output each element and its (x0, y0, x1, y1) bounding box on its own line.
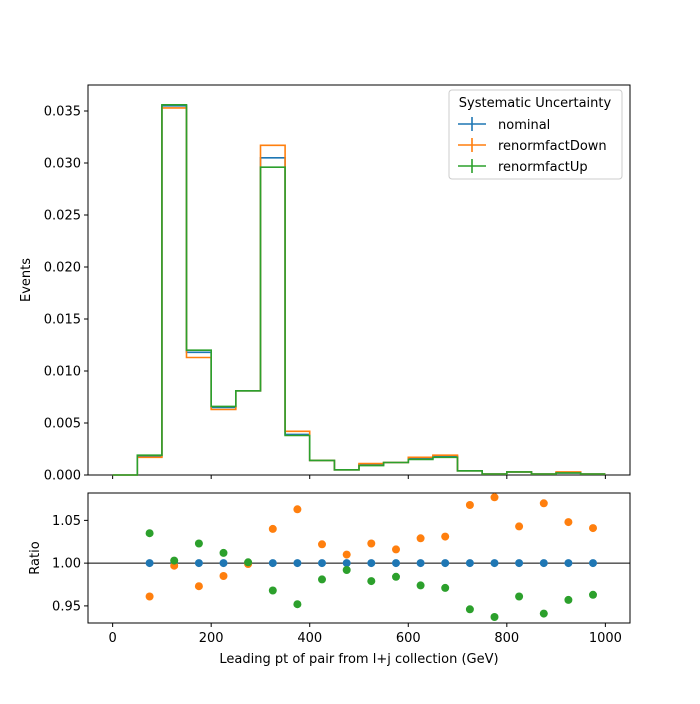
ratio-x-tick-label: 400 (297, 631, 322, 646)
ratio-x-tick-label: 600 (396, 631, 421, 646)
ratio-point-nominal (441, 559, 450, 568)
histogram-series (112, 104, 606, 476)
ratio-y-tick-label: 0.95 (52, 599, 81, 614)
ratio-point-nominal (367, 559, 376, 568)
legend-entries: nominal renormfactDown renormfactUp (458, 117, 607, 175)
ratio-point-renormfactUp (416, 581, 425, 590)
ratio-point-nominal (564, 559, 573, 568)
ratio-point-nominal (539, 559, 548, 568)
ratio-point-renormfactDown (219, 572, 228, 580)
legend-title: Systematic Uncertainty (459, 96, 612, 111)
ratio-point-nominal (515, 559, 524, 568)
ratio-point-renormfactDown (539, 499, 548, 508)
ratio-point-nominal (145, 559, 154, 568)
ratio-point-nominal (318, 559, 326, 568)
ratio-point-renormfactUp (392, 572, 400, 581)
ratio-x-tick-label: 800 (494, 631, 519, 646)
ratio-point-renormfactUp (219, 548, 228, 557)
ratio-point-renormfactDown (367, 539, 376, 548)
ratio-point-nominal (416, 559, 425, 568)
histogram-y-tick-label: 0.030 (44, 157, 81, 172)
ratio-point-nominal (219, 559, 228, 568)
ratio-point-renormfactDown (194, 582, 203, 591)
ratio-x-tick-label: 200 (199, 631, 224, 646)
ratio-panel: 0.95 1.00 1.05 0 200 400 600 800 1000 Ratio Lea… (28, 492, 631, 667)
ratio-point-renormfactUp (589, 590, 597, 599)
histogram-y-tick-label: 0.035 (44, 105, 81, 120)
ratio-point-renormfactDown (589, 524, 597, 533)
ratio-x-tick-label: 1000 (589, 631, 622, 646)
ratio-point-renormfactUp (170, 556, 179, 565)
ratio-point-renormfactUp (465, 605, 474, 614)
ratio-point-renormfactDown (515, 522, 524, 531)
legend: Systematic Uncertainty nominal renormfact… (448, 89, 623, 180)
histogram-y-tick-label: 0.005 (44, 417, 81, 432)
ratio-point-renormfactUp (293, 600, 302, 609)
ratio-point-renormfactDown (268, 524, 277, 533)
ratio-point-nominal (268, 559, 277, 568)
ratio-point-renormfactDown (342, 550, 351, 559)
legend-label-nominal: nominal (498, 118, 550, 133)
histogram-y-ticks: 0.000 0.005 0.010 0.015 0.020 0.025 0.030 0.035 (44, 105, 88, 484)
histogram-line-renormfactUp (112, 104, 606, 476)
ratio-point-renormfactDown (416, 534, 425, 543)
ratio-point-renormfactUp (515, 592, 524, 601)
histogram-x-ticks (112, 475, 606, 479)
histogram-y-tick-label: 0.015 (44, 313, 81, 328)
ratio-point-renormfactDown (392, 545, 400, 554)
ratio-point-nominal (342, 559, 351, 568)
ratio-point-nominal (490, 559, 499, 568)
ratio-point-renormfactUp (490, 613, 499, 621)
ratio-point-renormfactDown (564, 518, 573, 527)
ratio-plot-area (87, 492, 631, 624)
ratio-x-axis-label: Leading pt of pair from l+j collection (… (219, 652, 498, 667)
ratio-y-tick-label: 1.00 (52, 557, 81, 572)
ratio-point-renormfactUp (145, 529, 154, 538)
ratio-point-renormfactUp (441, 583, 450, 592)
histogram-y-tick-label: 0.000 (44, 469, 81, 484)
ratio-point-renormfactUp (539, 609, 548, 618)
histogram-y-tick-label: 0.010 (44, 365, 81, 380)
ratio-point-renormfactUp (564, 595, 573, 604)
ratio-point-renormfactUp (194, 539, 203, 548)
ratio-y-axis-label: Ratio (28, 541, 43, 574)
ratio-point-nominal (392, 559, 400, 568)
legend-box (448, 89, 623, 180)
histogram-y-axis-label: Events (19, 258, 34, 302)
ratio-point-renormfactUp (268, 586, 277, 595)
ratio-y-tick-label: 1.05 (52, 514, 81, 529)
ratio-point-renormfactDown (145, 592, 154, 601)
legend-label-renormfactUp: renormfactUp (498, 160, 588, 175)
ratio-point-renormfactUp (244, 558, 253, 567)
legend-label-renormfactDown: renormfactDown (498, 139, 607, 154)
ratio-point-renormfactDown (318, 540, 326, 549)
ratio-point-renormfactUp (318, 575, 326, 584)
ratio-point-renormfactUp (342, 566, 351, 574)
ratio-point-nominal (194, 559, 203, 568)
ratio-y-ticks: 0.95 1.00 1.05 (52, 514, 88, 614)
ratio-series (145, 493, 597, 621)
ratio-point-renormfactUp (367, 577, 376, 586)
histogram-y-tick-label: 0.025 (44, 209, 81, 224)
histogram-y-tick-label: 0.020 (44, 261, 81, 276)
ratio-point-renormfactDown (490, 493, 499, 502)
ratio-point-renormfactDown (293, 505, 302, 514)
ratio-x-ticks: 0 200 400 600 800 1000 (108, 623, 622, 646)
ratio-point-renormfactDown (465, 501, 474, 509)
ratio-point-renormfactDown (441, 532, 450, 541)
ratio-point-nominal (589, 559, 597, 568)
ratio-point-nominal (293, 559, 302, 568)
ratio-x-tick-label: 0 (108, 631, 116, 646)
ratio-point-nominal (465, 559, 474, 568)
